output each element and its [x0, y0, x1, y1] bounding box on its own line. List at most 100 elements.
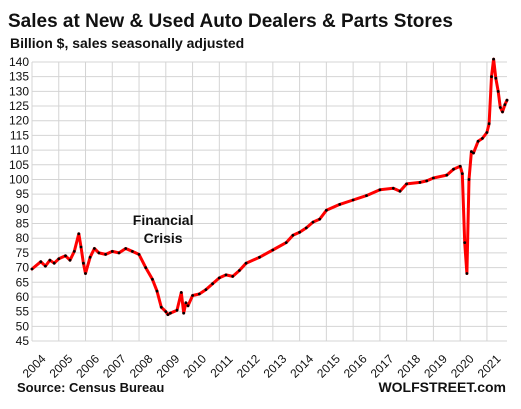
data-point: [169, 311, 172, 315]
y-tick-label: 110: [10, 143, 29, 157]
y-tick-label: 45: [16, 334, 30, 348]
data-point: [57, 257, 61, 261]
y-tick-label: 95: [16, 187, 30, 201]
y-tick-label: 115: [10, 128, 29, 142]
data-point: [498, 106, 502, 109]
data-point: [505, 98, 509, 102]
data-point: [44, 264, 47, 268]
data-point: [197, 292, 201, 296]
data-point: [452, 167, 455, 171]
data-point: [470, 150, 473, 154]
data-point: [238, 269, 241, 272]
x-tick-label: 2009: [154, 352, 183, 381]
x-tick-label: 2010: [180, 352, 209, 381]
data-point: [460, 172, 464, 176]
x-tick-label: 2005: [47, 352, 76, 381]
data-point: [137, 253, 141, 256]
data-point: [182, 311, 186, 315]
data-point: [48, 258, 52, 262]
data-point: [258, 255, 261, 259]
data-point: [318, 217, 322, 221]
data-point: [72, 250, 76, 253]
data-point: [284, 241, 288, 245]
data-point: [52, 261, 56, 265]
data-point: [159, 305, 163, 309]
data-point: [164, 310, 168, 313]
chart-subtitle: Billion $, sales seasonally adjusted: [10, 35, 244, 51]
data-point: [463, 241, 467, 245]
data-point: [432, 176, 435, 180]
data-point: [217, 276, 221, 280]
annotation-text: Crisis: [144, 230, 183, 246]
x-tick-label: 2015: [314, 352, 343, 381]
y-tick-label: 135: [9, 70, 29, 84]
data-point: [472, 151, 475, 155]
data-point: [179, 291, 183, 294]
data-point: [494, 76, 498, 80]
series-line: [30, 57, 509, 317]
data-point: [186, 304, 190, 308]
y-tick-label: 105: [9, 158, 29, 172]
y-tick-label: 125: [9, 99, 29, 113]
data-point: [155, 289, 159, 293]
y-tick-label: 90: [16, 202, 30, 216]
data-point: [191, 294, 195, 297]
y-tick-label: 130: [9, 84, 29, 98]
data-point: [465, 272, 469, 275]
y-tick-label: 85: [16, 217, 30, 231]
x-tick-label: 2013: [261, 352, 290, 381]
data-point: [496, 90, 500, 93]
data-point: [224, 273, 228, 277]
y-tick-label: 80: [16, 231, 30, 245]
data-point: [39, 260, 43, 264]
y-tick-label: 70: [16, 261, 30, 275]
data-point: [151, 277, 154, 281]
data-point: [88, 255, 92, 259]
data-point: [458, 164, 462, 168]
data-point: [503, 103, 507, 106]
data-point: [298, 230, 301, 234]
data-point: [378, 188, 382, 192]
y-tick-label: 120: [9, 114, 29, 128]
x-tick-label: 2011: [207, 352, 235, 380]
x-tick-label: 2018: [394, 352, 423, 381]
data-point: [93, 247, 96, 250]
data-point: [325, 208, 328, 212]
data-point: [175, 308, 179, 312]
data-point: [311, 220, 315, 224]
x-tick-label: 2012: [234, 352, 263, 381]
data-point: [398, 189, 402, 193]
data-point: [244, 261, 248, 265]
x-tick-label: 2020: [448, 352, 477, 381]
data-point: [79, 245, 83, 249]
x-tick-label: 2004: [20, 352, 49, 381]
data-point: [501, 110, 504, 114]
annotation-text: Financial: [133, 212, 194, 228]
grid-lines: [31, 61, 507, 342]
data-point: [166, 313, 170, 316]
data-point: [110, 250, 114, 253]
data-point: [487, 122, 491, 126]
data-point: [490, 75, 493, 79]
data-point: [445, 173, 449, 177]
data-point: [77, 232, 81, 236]
y-axis-ticks: 4550556065707580859095100105110115120125…: [9, 55, 29, 348]
data-point: [405, 182, 408, 186]
data-point: [117, 251, 121, 255]
data-point: [365, 194, 368, 198]
data-point: [68, 258, 72, 262]
x-tick-label: 2007: [100, 352, 129, 381]
data-point: [30, 267, 34, 271]
data-point: [211, 282, 215, 286]
data-point: [418, 181, 422, 184]
x-tick-label: 2019: [421, 352, 450, 381]
data-point: [391, 186, 395, 190]
x-tick-label: 2008: [127, 352, 156, 381]
data-point: [131, 250, 134, 253]
data-point: [476, 139, 480, 143]
y-tick-label: 75: [16, 246, 30, 260]
y-tick-label: 60: [16, 290, 30, 304]
data-point: [481, 137, 484, 140]
data-point: [144, 266, 148, 269]
